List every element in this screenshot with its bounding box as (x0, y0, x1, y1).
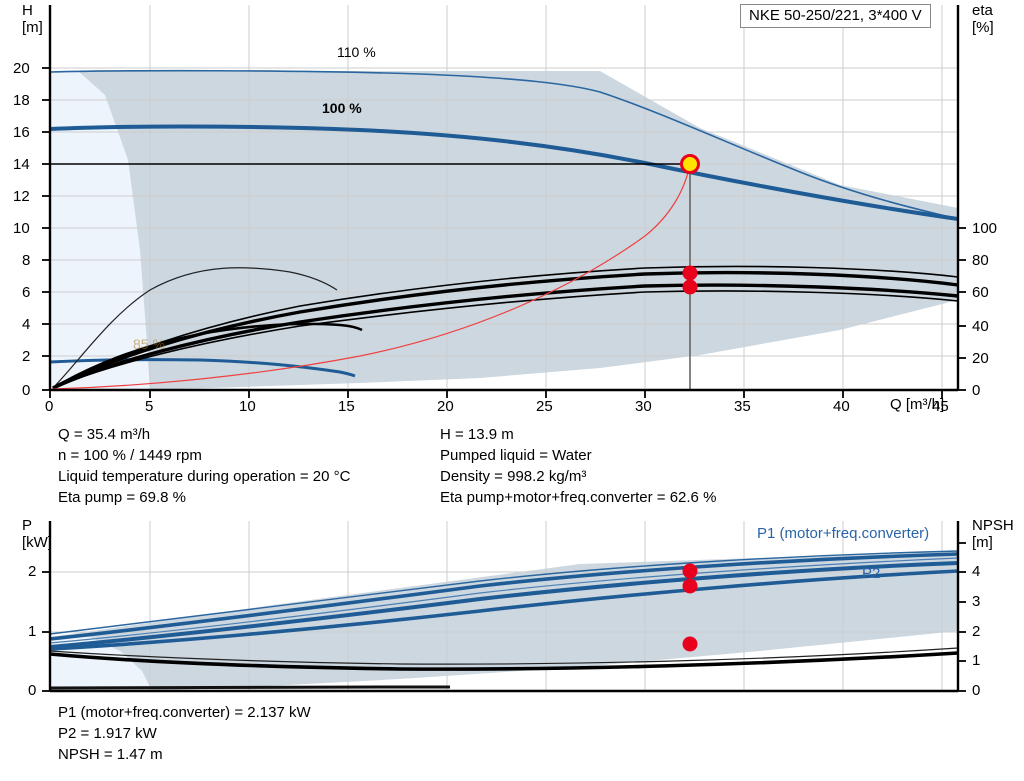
eta-axis-title: eta [%] (972, 2, 994, 36)
npsh-tick-4: 4 (972, 563, 981, 580)
npsh-tick-2: 2 (972, 623, 981, 640)
operating-data-density: Density = 998.2 kg/m³ (440, 468, 587, 485)
y-axis-right-ticks (958, 227, 966, 391)
eta-curve-aux-2 (52, 290, 959, 389)
grid-vertical (149, 5, 943, 388)
result-npsh: NPSH = 1.47 m (58, 746, 163, 763)
npsh-tick-3: 3 (972, 593, 981, 610)
q-axis-title-top: Q [m³/h] (890, 396, 945, 413)
p-tick-0: 0 (28, 682, 37, 699)
q-tick-35: 35 (734, 398, 751, 415)
eta-total-marker (682, 279, 698, 295)
operating-data-q: Q = 35.4 m³/h (58, 426, 151, 443)
power-npsh-chart (0, 515, 1024, 701)
h-tick-20: 20 (13, 60, 30, 77)
eta-tick-20: 20 (972, 350, 989, 367)
operating-data-right-column: H = 13.9 m Pumped liquid = Water Density… (440, 424, 960, 508)
q-tick-40: 40 (833, 398, 850, 415)
operating-data-eta-total: Eta pump+motor+freq.converter = 62.6 % (440, 489, 717, 506)
y-axis-right-ticks-bottom (958, 542, 966, 692)
h-tick-14: 14 (13, 156, 30, 173)
curve-label-85: 85 % (133, 336, 165, 352)
result-p1: P1 (motor+freq.converter) = 2.137 kW (58, 704, 311, 721)
p1-marker (682, 563, 698, 579)
h-tick-8: 8 (22, 252, 31, 269)
head-curve-100 (49, 124, 959, 221)
eta-curve-reduced-branch (52, 322, 363, 390)
p-curve-aux (49, 557, 959, 644)
y-axis-left-ticks (42, 67, 50, 391)
operating-data-n: n = 100 % / 1449 rpm (58, 447, 202, 464)
q-tick-5: 5 (145, 398, 154, 415)
h-tick-12: 12 (13, 188, 30, 205)
operating-data-h: H = 13.9 m (440, 426, 514, 443)
head-curve-110 (49, 69, 959, 220)
eta-curve-pump-100 (52, 270, 959, 390)
pump-model-label: NKE 50-250/221, 3*400 V (740, 4, 931, 28)
results-block: P1 (motor+freq.converter) = 2.137 kW P2 … (58, 702, 558, 765)
operating-data-eta-pump: Eta pump = 69.8 % (58, 489, 186, 506)
p-curve-reduced (49, 685, 450, 690)
eta-tick-40: 40 (972, 318, 989, 335)
h-tick-18: 18 (13, 92, 30, 109)
p1-curve-100 (49, 561, 959, 649)
x-axis-ticks (49, 390, 943, 398)
p-tick-2: 2 (28, 563, 37, 580)
p2-marker (682, 578, 698, 594)
q-tick-20: 20 (437, 398, 454, 415)
duty-point-marker (680, 154, 700, 174)
npsh-tick-1: 1 (972, 652, 981, 669)
npsh-axis-title: NPSH [m] (972, 517, 1014, 551)
eta-tick-60: 60 (972, 284, 989, 301)
eta-curve-total (52, 283, 959, 390)
y-axis-left-ticks-bottom (42, 571, 50, 692)
q-tick-0: 0 (45, 398, 54, 415)
eta-curve-aux-1 (52, 265, 959, 389)
npsh-curve-100 (49, 651, 959, 671)
npsh-tick-0: 0 (972, 682, 981, 699)
h-tick-4: 4 (22, 316, 31, 333)
p-axis-title: P [kW] (22, 517, 52, 551)
eta-tick-100: 100 (972, 220, 998, 237)
q-tick-15: 15 (338, 398, 355, 415)
curve-label-100: 100 % (322, 100, 362, 116)
q-tick-25: 25 (536, 398, 553, 415)
affinity-line (51, 163, 691, 390)
head-curve-reduced (49, 358, 356, 378)
envelope-light-region (50, 71, 150, 390)
h-tick-2: 2 (22, 348, 31, 365)
result-p2: P2 = 1.917 kW (58, 725, 157, 742)
operating-data-liquid: Pumped liquid = Water (440, 447, 592, 464)
eta-tick-0: 0 (972, 382, 981, 399)
npsh-marker (682, 636, 698, 652)
operating-data-left-column: Q = 35.4 m³/h n = 100 % / 1449 rpm Liqui… (58, 424, 438, 508)
eta-pump-marker (682, 265, 698, 281)
eta-tick-80: 80 (972, 252, 989, 269)
p1-curve-upper (49, 552, 959, 641)
h-axis-title: H [m] (22, 2, 43, 36)
eta-curve-110 (52, 267, 338, 389)
h-tick-10: 10 (13, 220, 30, 237)
h-tick-6: 6 (22, 284, 31, 301)
p1-curve-110 (49, 550, 959, 635)
q-tick-10: 10 (239, 398, 256, 415)
curve-label-110: 110 % (337, 44, 376, 60)
h-tick-0: 0 (22, 382, 31, 399)
npsh-curve-thin (49, 647, 959, 665)
head-efficiency-chart (42, 5, 966, 398)
q-tick-45: 45 (932, 398, 949, 415)
envelope-light-region-bottom (50, 637, 152, 691)
p-tick-1: 1 (28, 623, 37, 640)
p2-curve (49, 569, 959, 651)
h-tick-16: 16 (13, 124, 30, 141)
operating-data-temp: Liquid temperature during operation = 20… (58, 468, 351, 485)
envelope-region (78, 71, 958, 390)
p2-series-label: P2 (862, 565, 881, 582)
q-tick-30: 30 (635, 398, 652, 415)
p1-series-label: P1 (motor+freq.converter) (757, 525, 930, 542)
